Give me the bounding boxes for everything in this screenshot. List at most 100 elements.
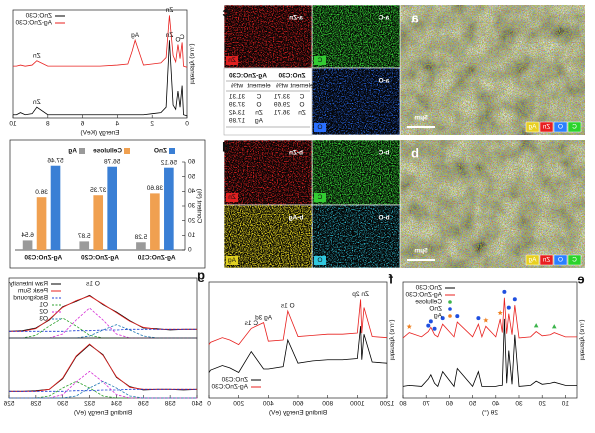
legend-label: ZnO:C30 xyxy=(25,13,52,20)
series-line xyxy=(208,326,388,374)
y-axis-label: Intensity (a.u.) xyxy=(188,43,195,84)
peak-label: Zn xyxy=(165,32,173,39)
legend-label: Ag xyxy=(68,148,77,155)
map-title: b-C xyxy=(378,150,389,157)
y-tick-label: 0 xyxy=(188,247,192,254)
value-label: 56.12 xyxy=(160,159,177,166)
y-axis-label: Content (%) xyxy=(195,189,202,224)
x-tick-label: 10 xyxy=(9,121,17,128)
scale-label: 5μm xyxy=(414,248,428,255)
x-tick-label: 400 xyxy=(263,401,274,408)
table-header: ZnO:C30 xyxy=(278,73,305,80)
x-tick-label: 532 xyxy=(84,401,95,408)
x-tick-label: 80 xyxy=(399,401,407,408)
element-key xyxy=(553,254,568,266)
table-cell: Zn xyxy=(298,110,306,117)
table-box xyxy=(223,67,313,136)
map-element-key xyxy=(226,256,238,265)
legend-label: Ag-ZnO:C30 xyxy=(15,20,52,27)
y-tick-label: 50 xyxy=(188,173,196,180)
bar xyxy=(36,197,47,250)
x-axis-label: Binding Energy (eV) xyxy=(74,410,132,417)
y-tick-label: 40 xyxy=(188,188,196,195)
legend-swatch xyxy=(124,148,130,154)
x-tick-label: 4 xyxy=(115,121,119,128)
peak-marker xyxy=(512,297,517,302)
element-key-label: Zn xyxy=(542,257,550,264)
peak-label: Zn xyxy=(33,52,41,59)
series-line xyxy=(9,344,198,392)
map-element-key xyxy=(226,193,238,202)
x-tick-label: 2 xyxy=(150,121,154,128)
element-key xyxy=(567,254,582,266)
series-line xyxy=(9,380,197,399)
element-key xyxy=(567,121,582,133)
x-tick-label: 10 xyxy=(561,401,569,408)
y-axis-label: Intensity (a.u.) xyxy=(578,319,585,360)
table-column: element xyxy=(290,83,313,90)
table-cell: C xyxy=(256,94,261,101)
peak-marker xyxy=(497,310,503,316)
peak-label: Zn xyxy=(33,99,41,106)
legend-label: ZnO:C30 xyxy=(415,285,442,292)
y-tick-label: 60 xyxy=(188,159,196,166)
table-cell: 37.39 xyxy=(228,102,245,109)
bar xyxy=(93,195,104,250)
map-element-key xyxy=(314,123,326,132)
element-key xyxy=(525,254,540,266)
x-tick-label: Ag-ZnO:C10 xyxy=(137,255,175,262)
x-tick-label: 0 xyxy=(207,401,211,408)
value-label: 36.0 xyxy=(35,189,48,196)
x-tick-label: 538 xyxy=(164,401,175,408)
table-column: wt% xyxy=(276,83,290,90)
map-title: b-O xyxy=(378,215,389,222)
peak-marker xyxy=(476,316,481,321)
scale-label: 5μm xyxy=(414,115,428,122)
map-signal xyxy=(224,205,312,268)
bar xyxy=(22,240,33,250)
x-tick-label: 1200 xyxy=(379,401,394,408)
series-line xyxy=(9,328,197,332)
element-overlay xyxy=(400,5,585,135)
value-label: 56.78 xyxy=(104,158,121,165)
map-element-label: C xyxy=(317,194,322,201)
table-cell: 33.71 xyxy=(273,94,290,101)
legend-symbol xyxy=(448,300,452,304)
peak-marker xyxy=(483,317,489,323)
y-tick-label: 10 xyxy=(188,232,196,239)
value-label: 5.87 xyxy=(78,233,91,240)
map-signal xyxy=(312,68,400,135)
x-axis-label: Energy (KeV) xyxy=(80,130,119,137)
series-line xyxy=(13,40,188,117)
x-tick-label: Ag-ZnO:C20 xyxy=(81,255,119,262)
map-element-key xyxy=(314,56,326,65)
map-element-label: C xyxy=(317,57,322,64)
x-axis-label: 2θ (°) xyxy=(482,409,498,417)
map-title: a-Zn xyxy=(289,15,303,22)
peak-label: O xyxy=(175,36,180,43)
map-element-key xyxy=(314,256,326,265)
map-signal xyxy=(312,205,400,268)
peak-marker xyxy=(432,326,437,331)
bar xyxy=(136,242,146,250)
peak-marker xyxy=(428,319,433,324)
map-element-label: O xyxy=(317,257,322,264)
x-tick-label: Ag-ZnO:C30 xyxy=(24,255,62,262)
x-tick-label: 540 xyxy=(191,401,202,408)
panel-letter: a xyxy=(411,10,419,25)
x-tick-label: 70 xyxy=(422,401,430,408)
map-title: a-C xyxy=(378,15,389,22)
peak-label: O 1s xyxy=(280,303,294,310)
peak-marker xyxy=(506,305,511,310)
x-tick-label: 536 xyxy=(137,401,148,408)
element-key-label: Zn xyxy=(542,124,550,131)
legend-label: Cellulose xyxy=(93,148,122,155)
table-cell: 13.42 xyxy=(228,110,245,117)
legend-label: ZnO xyxy=(429,306,442,313)
element-key xyxy=(539,254,554,266)
table-column: element xyxy=(247,83,270,90)
element-overlay xyxy=(400,140,585,268)
x-tick-label: 6 xyxy=(80,121,84,128)
bar xyxy=(50,165,61,250)
